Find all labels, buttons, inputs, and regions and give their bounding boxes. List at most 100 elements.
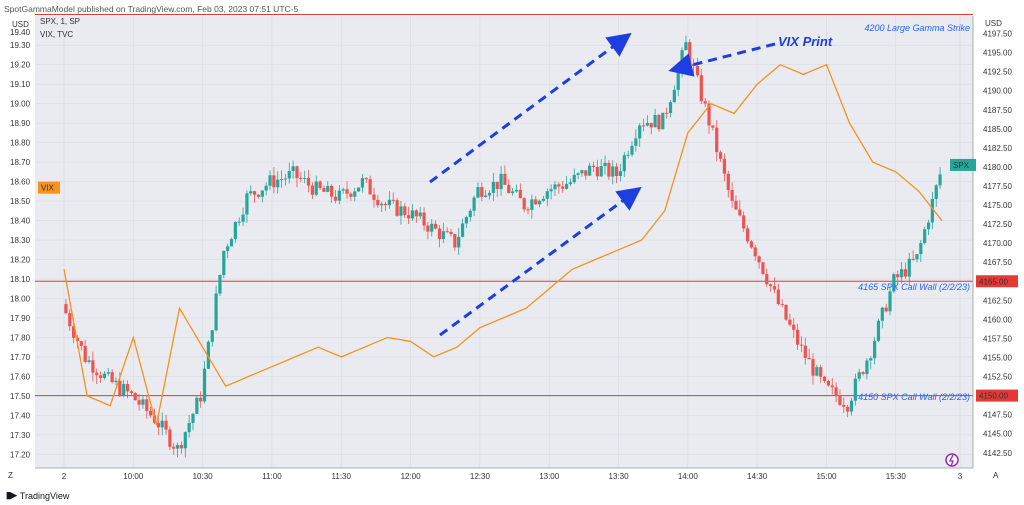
spx-candle[interactable] — [72, 326, 76, 338]
spx-candle[interactable] — [191, 413, 195, 423]
spx-candle[interactable] — [75, 337, 80, 342]
spx-candle[interactable] — [726, 173, 730, 191]
spx-candle[interactable] — [938, 174, 942, 186]
spx-candle[interactable] — [884, 307, 888, 312]
spx-candle[interactable] — [668, 102, 673, 114]
spx-candle[interactable] — [846, 406, 850, 412]
spx-candle[interactable] — [549, 189, 553, 192]
spx-candle[interactable] — [125, 384, 130, 392]
spx-candle[interactable] — [141, 399, 145, 405]
spx-candle[interactable] — [195, 397, 199, 414]
spx-candle[interactable] — [445, 231, 449, 233]
spx-candle[interactable] — [95, 372, 99, 376]
spx-candle[interactable] — [676, 69, 680, 90]
spx-candle[interactable] — [834, 387, 838, 397]
spx-candle[interactable] — [337, 190, 341, 201]
spx-candle[interactable] — [260, 190, 264, 197]
auto-scale-button[interactable]: A — [993, 471, 999, 480]
spx-candle[interactable] — [738, 209, 742, 216]
spx-candle[interactable] — [156, 422, 160, 428]
spx-candle[interactable] — [761, 262, 765, 274]
spx-candle[interactable] — [333, 196, 338, 201]
spx-candle[interactable] — [487, 192, 492, 196]
spx-candle[interactable] — [287, 170, 291, 179]
spx-candle[interactable] — [580, 170, 584, 174]
spx-candle[interactable] — [730, 190, 734, 201]
spx-candle[interactable] — [149, 410, 153, 416]
alert-icon[interactable] — [945, 453, 959, 467]
spx-candle[interactable] — [638, 125, 642, 139]
spx-candle[interactable] — [414, 210, 418, 217]
spx-candle[interactable] — [218, 275, 222, 294]
spx-candle[interactable] — [599, 166, 603, 177]
spx-candle[interactable] — [545, 191, 549, 199]
spx-candle[interactable] — [480, 187, 484, 197]
spx-candle[interactable] — [145, 399, 149, 411]
spx-candle[interactable] — [618, 171, 623, 176]
spx-candle[interactable] — [634, 138, 638, 146]
spx-candle[interactable] — [934, 185, 938, 199]
spx-candle[interactable] — [718, 152, 723, 159]
spx-candle[interactable] — [303, 177, 307, 179]
spx-candle[interactable] — [349, 193, 353, 197]
spx-candle[interactable] — [268, 175, 272, 186]
spx-candle[interactable] — [172, 446, 176, 449]
spx-candle[interactable] — [788, 319, 792, 325]
spx-candle[interactable] — [468, 210, 472, 218]
spx-candle[interactable] — [391, 199, 395, 201]
spx-candle[interactable] — [310, 185, 314, 195]
spx-candle[interactable] — [641, 125, 646, 127]
spx-candle[interactable] — [896, 274, 900, 278]
spx-candle[interactable] — [511, 191, 515, 193]
spx-candle[interactable] — [457, 236, 461, 248]
spx-candle[interactable] — [399, 206, 403, 216]
spx-candle[interactable] — [869, 358, 873, 361]
spx-candle[interactable] — [919, 243, 923, 255]
spx-candle[interactable] — [418, 212, 422, 217]
spx-candle[interactable] — [603, 162, 607, 167]
spx-candle[interactable] — [422, 212, 426, 226]
spx-candle[interactable] — [356, 187, 361, 192]
time-axis[interactable]: 2 10:00 10:30 11:00 11:30 12:00 12:30 13:00 13:3… — [35, 467, 973, 481]
spx-candle[interactable] — [279, 179, 284, 181]
spx-candle[interactable] — [306, 177, 311, 186]
spx-candle[interactable] — [557, 184, 561, 187]
spx-candle[interactable] — [68, 313, 72, 327]
spx-candle[interactable] — [426, 225, 430, 232]
spx-candle[interactable] — [276, 179, 280, 188]
spx-candle[interactable] — [360, 178, 365, 188]
spx-candle[interactable] — [441, 231, 445, 239]
spx-candle[interactable] — [249, 191, 253, 194]
spx-candle[interactable] — [792, 324, 796, 330]
spx-candle[interactable] — [114, 380, 118, 383]
spx-candle[interactable] — [364, 178, 368, 180]
spx-candle[interactable] — [495, 181, 499, 190]
spx-candle[interactable] — [926, 222, 931, 230]
timezone-corner[interactable]: Z — [8, 471, 13, 480]
spx-candle[interactable] — [842, 404, 846, 407]
spx-candle[interactable] — [688, 42, 692, 64]
spx-candle[interactable] — [472, 197, 476, 211]
spx-candle[interactable] — [588, 165, 592, 176]
spx-candle[interactable] — [291, 166, 295, 171]
spx-candle[interactable] — [264, 185, 268, 191]
spx-candle[interactable] — [79, 341, 83, 346]
spx-candle[interactable] — [330, 185, 334, 197]
spx-candle[interactable] — [507, 184, 511, 193]
spx-candle[interactable] — [630, 145, 634, 155]
spx-candle[interactable] — [749, 241, 753, 248]
spx-candle[interactable] — [876, 320, 881, 341]
spx-candle[interactable] — [83, 345, 87, 362]
spx-candle[interactable] — [318, 181, 322, 189]
spx-candle[interactable] — [453, 234, 457, 248]
spx-candle[interactable] — [272, 175, 276, 188]
spx-candle[interactable] — [769, 284, 773, 287]
spx-candle[interactable] — [853, 378, 857, 401]
spx-candle[interactable] — [283, 178, 288, 180]
spx-candle[interactable] — [665, 112, 669, 114]
spx-candle[interactable] — [407, 215, 411, 219]
spx-candle[interactable] — [645, 122, 650, 126]
spx-candle[interactable] — [179, 444, 184, 449]
spx-candle[interactable] — [826, 380, 830, 386]
